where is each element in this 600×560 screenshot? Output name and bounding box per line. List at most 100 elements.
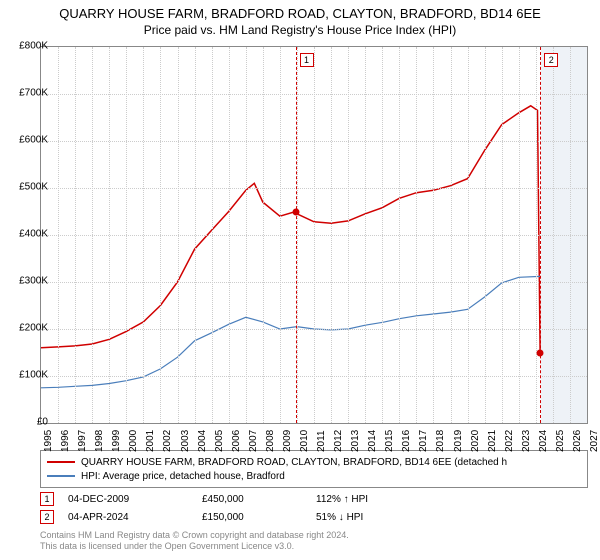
- y-axis-label: £200K: [19, 323, 48, 334]
- legend-swatch: [47, 475, 75, 477]
- x-axis-label: 1998: [94, 430, 105, 452]
- legend-row: HPI: Average price, detached house, Brad…: [47, 469, 581, 483]
- marker-box-1: 1: [300, 53, 314, 67]
- y-axis-label: £800K: [19, 41, 48, 52]
- x-axis-label: 2018: [435, 430, 446, 452]
- x-axis-label: 2007: [248, 430, 259, 452]
- legend-swatch: [47, 461, 75, 463]
- event-row: 1 04-DEC-2009 £450,000 112% ↑ HPI: [40, 490, 588, 508]
- x-axis-label: 2026: [572, 430, 583, 452]
- x-axis-label: 2005: [214, 430, 225, 452]
- event-date: 04-APR-2024: [68, 512, 188, 523]
- y-axis-label: £400K: [19, 229, 48, 240]
- chart-title: QUARRY HOUSE FARM, BRADFORD ROAD, CLAYTO…: [0, 0, 600, 21]
- marker-dot-2: [537, 349, 544, 356]
- event-id-box: 2: [40, 510, 54, 524]
- x-axis-label: 1995: [43, 430, 54, 452]
- event-date: 04-DEC-2009: [68, 494, 188, 505]
- event-id-box: 1: [40, 492, 54, 506]
- gridline-v: [246, 47, 247, 423]
- events-table: 1 04-DEC-2009 £450,000 112% ↑ HPI 2 04-APR-20…: [40, 490, 588, 526]
- series-price_paid: [41, 106, 540, 353]
- gridline-v: [519, 47, 520, 423]
- x-axis-label: 1997: [77, 430, 88, 452]
- y-axis-label: £600K: [19, 135, 48, 146]
- gridline-v: [280, 47, 281, 423]
- legend-label: QUARRY HOUSE FARM, BRADFORD ROAD, CLAYTO…: [81, 457, 507, 468]
- gridline-v: [263, 47, 264, 423]
- x-axis-label: 2022: [504, 430, 515, 452]
- gridline-v: [348, 47, 349, 423]
- x-axis-label: 2019: [453, 430, 464, 452]
- x-axis-label: 2001: [145, 430, 156, 452]
- gridline-v: [570, 47, 571, 423]
- gridline-v: [229, 47, 230, 423]
- gridline-v: [416, 47, 417, 423]
- x-axis-label: 2017: [418, 430, 429, 452]
- gridline-v: [468, 47, 469, 423]
- gridline-v: [212, 47, 213, 423]
- gridline-v: [195, 47, 196, 423]
- gridline-v: [126, 47, 127, 423]
- x-axis-label: 2015: [384, 430, 395, 452]
- x-axis-label: 2025: [555, 430, 566, 452]
- x-axis-label: 2008: [265, 430, 276, 452]
- x-axis-label: 2024: [538, 430, 549, 452]
- gridline-v: [553, 47, 554, 423]
- y-axis-label: £300K: [19, 276, 48, 287]
- x-axis-label: 2000: [128, 430, 139, 452]
- marker-box-2: 2: [544, 53, 558, 67]
- chart-legend: QUARRY HOUSE FARM, BRADFORD ROAD, CLAYTO…: [40, 450, 588, 488]
- x-axis-label: 2002: [162, 430, 173, 452]
- chart-plot-area: 12: [40, 46, 588, 424]
- legend-label: HPI: Average price, detached house, Brad…: [81, 471, 285, 482]
- event-hpi: 51% ↓ HPI: [316, 512, 436, 523]
- x-axis-label: 2023: [521, 430, 532, 452]
- x-axis-label: 2010: [299, 430, 310, 452]
- x-axis-label: 2004: [197, 430, 208, 452]
- x-axis-label: 2012: [333, 430, 344, 452]
- event-price: £150,000: [202, 512, 302, 523]
- x-axis-label: 2027: [589, 430, 600, 452]
- gridline-v: [75, 47, 76, 423]
- marker-dot-1: [292, 208, 299, 215]
- event-price: £450,000: [202, 494, 302, 505]
- marker-vline-1: [296, 47, 297, 423]
- x-axis-label: 2006: [231, 430, 242, 452]
- legend-row: QUARRY HOUSE FARM, BRADFORD ROAD, CLAYTO…: [47, 455, 581, 469]
- gridline-v: [314, 47, 315, 423]
- x-axis-label: 2013: [350, 430, 361, 452]
- event-row: 2 04-APR-2024 £150,000 51% ↓ HPI: [40, 508, 588, 526]
- gridline-v: [382, 47, 383, 423]
- gridline-v: [451, 47, 452, 423]
- gridline-v: [178, 47, 179, 423]
- x-axis-label: 2003: [180, 430, 191, 452]
- footer-line-1: Contains HM Land Registry data © Crown c…: [40, 530, 349, 541]
- y-axis-label: £0: [37, 417, 48, 428]
- x-axis-label: 2011: [316, 430, 327, 452]
- gridline-v: [92, 47, 93, 423]
- gridline-v: [143, 47, 144, 423]
- gridline-v: [160, 47, 161, 423]
- x-axis-label: 2009: [282, 430, 293, 452]
- y-axis-label: £700K: [19, 88, 48, 99]
- gridline-v: [58, 47, 59, 423]
- y-axis-label: £100K: [19, 370, 48, 381]
- gridline-v: [502, 47, 503, 423]
- gridline-v: [399, 47, 400, 423]
- marker-vline-2: [540, 47, 541, 423]
- event-hpi: 112% ↑ HPI: [316, 494, 436, 505]
- y-axis-label: £500K: [19, 182, 48, 193]
- series-hpi: [41, 276, 540, 387]
- gridline-v: [536, 47, 537, 423]
- gridline-v: [297, 47, 298, 423]
- gridline-v: [433, 47, 434, 423]
- x-axis-label: 2021: [487, 430, 498, 452]
- gridline-v: [485, 47, 486, 423]
- x-axis-label: 1999: [111, 430, 122, 452]
- x-axis-label: 2016: [401, 430, 412, 452]
- chart-subtitle: Price paid vs. HM Land Registry's House …: [0, 21, 600, 37]
- gridline-v: [109, 47, 110, 423]
- gridline-v: [365, 47, 366, 423]
- footer-line-2: This data is licensed under the Open Gov…: [40, 541, 349, 552]
